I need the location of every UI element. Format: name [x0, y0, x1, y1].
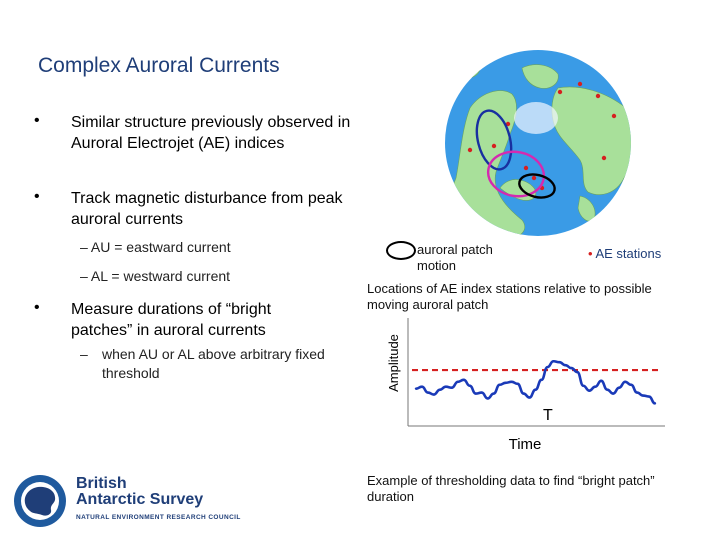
- subitem-al-text: AL = westward current: [90, 268, 231, 284]
- data-point-37: [635, 391, 639, 394]
- data-point-1: [420, 385, 424, 388]
- data-point-38: [641, 394, 645, 397]
- data-point-22: [546, 365, 549, 369]
- ae-station-markers: [467, 81, 617, 191]
- bullet-marker: •: [34, 299, 40, 316]
- data-point-23: [552, 360, 555, 363]
- data-point-17: [516, 382, 519, 385]
- patch-ellipse-1: [475, 109, 513, 171]
- logo-line-1: British: [76, 475, 127, 492]
- bullet-1-text: Similar structure previously observed in…: [71, 114, 351, 152]
- y-axis-label: Amplitude: [386, 334, 401, 392]
- data-point-6: [450, 386, 454, 389]
- data-point-35: [623, 380, 627, 384]
- data-point-14: [498, 383, 501, 386]
- threshold-label: T: [543, 407, 553, 424]
- data-point-10: [474, 392, 477, 395]
- subitem-al: – AL = westward current: [80, 268, 231, 284]
- subitem-au-text: AU = eastward current: [90, 239, 231, 255]
- bullet-2-text: Track magnetic disturbance from peak aur…: [71, 190, 343, 228]
- data-point-11: [480, 391, 483, 394]
- data-point-24: [558, 361, 561, 364]
- chart-caption: Example of thresholding data to find “br…: [367, 473, 655, 504]
- x-axis-label: Time: [509, 436, 542, 453]
- subitem-au: – AU = eastward current: [80, 239, 231, 255]
- ae-station-marker-icon: •: [588, 246, 593, 261]
- data-point-30: [594, 385, 597, 388]
- data-point-2: [426, 391, 430, 394]
- data-point-8: [462, 378, 465, 382]
- data-point-32: [606, 388, 609, 391]
- bullet-marker: •: [34, 188, 40, 205]
- data-point-15: [504, 381, 507, 384]
- logo-line-3: NATURAL ENVIRONMENT RESEARCH COUNCIL: [76, 514, 241, 521]
- data-point-4: [438, 388, 442, 391]
- subitem-threshold-text: when AU or AL above arbitrary fixed thre…: [102, 346, 325, 381]
- polar-map: [445, 50, 631, 236]
- bullet-marker: •: [34, 112, 40, 129]
- bullet-3-text: Measure durations of “bright patches” in…: [71, 301, 272, 339]
- amplitude-series-line: [415, 359, 656, 405]
- data-point-13: [492, 392, 495, 395]
- map-caption: Locations of AE index stations relative …: [367, 281, 652, 312]
- ae-stations-legend: • AE stations: [588, 246, 661, 261]
- data-point-27: [576, 370, 579, 374]
- data-point-40: [653, 402, 657, 405]
- data-point-31: [600, 379, 603, 383]
- data-point-26: [570, 366, 573, 370]
- threshold-chart: T Amplitude Time: [386, 318, 665, 453]
- data-point-18: [522, 392, 525, 395]
- patch-ellipse-3: [518, 173, 556, 199]
- data-point-7: [456, 380, 460, 384]
- data-point-39: [647, 395, 651, 398]
- data-point-29: [588, 389, 591, 392]
- polar-ice: [514, 102, 558, 134]
- data-point-3: [432, 393, 436, 396]
- data-point-5: [444, 385, 448, 388]
- land: [445, 58, 631, 236]
- subitem-threshold: – when AU or AL above arbitrary fixed th…: [80, 345, 340, 383]
- slide-title: Complex Auroral Currents: [38, 54, 280, 77]
- data-point-20: [534, 388, 537, 391]
- data-point-0: [414, 387, 418, 390]
- data-point-19: [528, 396, 531, 399]
- data-point-21: [540, 378, 543, 382]
- patch-legend-ellipse: [386, 241, 416, 260]
- ae-stations-label: AE stations: [595, 246, 662, 261]
- data-point-16: [510, 380, 513, 384]
- data-point-28: [582, 384, 585, 387]
- data-point-12: [486, 397, 489, 400]
- data-point-36: [629, 383, 633, 386]
- data-point-33: [611, 392, 615, 395]
- patch-ellipse-2: [486, 150, 546, 198]
- data-point-25: [564, 363, 567, 367]
- logo-line-2: Antarctic Survey: [76, 491, 204, 508]
- data-point-9: [468, 384, 471, 387]
- patch-legend-label: auroral patch motion: [417, 242, 493, 273]
- data-point-34: [617, 386, 621, 389]
- bas-logo-emblem: [14, 475, 66, 527]
